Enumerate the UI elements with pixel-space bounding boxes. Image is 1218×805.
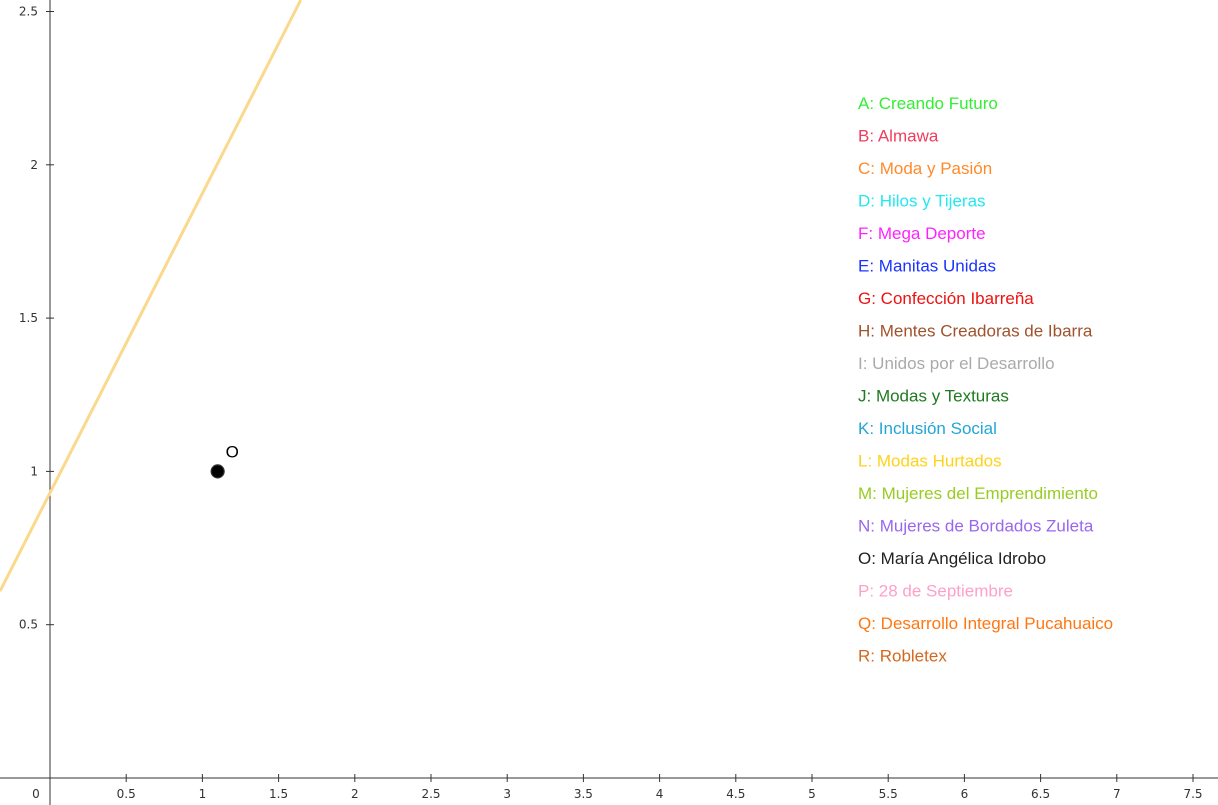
x-tick-label: 6.5 [1031,787,1050,801]
y-tick-label: 2.5 [19,5,38,19]
x-tick-label: 1 [199,787,207,801]
x-tick-label: 0.5 [117,787,136,801]
origin-label: 0 [32,787,40,801]
legend-entry: R: Robletex [858,647,947,666]
point-O [210,464,225,479]
point-label-O: O [226,442,239,461]
legend-entry: P: 28 de Septiembre [858,582,1013,601]
legend-entry: O: María Angélica Idrobo [858,549,1046,568]
legend-entry: J: Modas y Texturas [858,387,1009,406]
x-tick-label: 2.5 [421,787,440,801]
trend-line [0,0,303,592]
x-tick-label: 5 [808,787,816,801]
legend-entry: I: Unidos por el Desarrollo [858,354,1055,373]
legend-entry: L: Modas Hurtados [858,452,1002,471]
x-tick-label: 1.5 [269,787,288,801]
legend-entry: N: Mujeres de Bordados Zuleta [858,517,1094,536]
x-tick-label: 3 [503,787,511,801]
legend-entry: F: Mega Deporte [858,224,986,243]
y-tick-label: 1.5 [19,311,38,325]
x-tick-label: 6 [961,787,969,801]
legend-entry: Q: Desarrollo Integral Pucahuaico [858,614,1113,633]
x-tick-label: 5.5 [879,787,898,801]
y-tick-label: 2 [30,158,38,172]
legend-entry: D: Hilos y Tijeras [858,192,986,211]
y-tick-label: 0.5 [19,618,38,632]
legend-entry: M: Mujeres del Emprendimiento [858,484,1098,503]
legend-entry: C: Moda y Pasión [858,159,992,178]
x-tick-label: 4 [656,787,664,801]
x-tick-label: 2 [351,787,359,801]
legend-entry: B: Almawa [858,127,939,146]
legend-entry: K: Inclusión Social [858,419,997,438]
x-tick-label: 4.5 [726,787,745,801]
legend-entry: E: Manitas Unidas [858,257,996,276]
legend-entry: H: Mentes Creadoras de Ibarra [858,322,1093,341]
x-tick-label: 7 [1113,787,1121,801]
legend-entry: A: Creando Futuro [858,94,998,113]
x-tick-label: 3.5 [574,787,593,801]
y-tick-label: 1 [30,464,38,478]
x-tick-label: 7.5 [1183,787,1202,801]
legend-entry: G: Confección Ibarreña [858,289,1034,308]
